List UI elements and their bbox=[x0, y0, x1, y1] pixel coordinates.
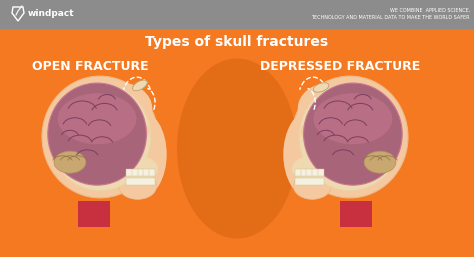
Bar bbox=[126, 178, 155, 185]
Ellipse shape bbox=[283, 111, 336, 198]
Text: Types of skull fractures: Types of skull fractures bbox=[146, 35, 328, 49]
Ellipse shape bbox=[133, 80, 147, 91]
Ellipse shape bbox=[82, 82, 152, 134]
Bar bbox=[340, 201, 372, 227]
Bar bbox=[295, 169, 324, 177]
Ellipse shape bbox=[115, 111, 167, 198]
Bar bbox=[78, 201, 110, 227]
Ellipse shape bbox=[118, 156, 158, 182]
Ellipse shape bbox=[313, 93, 392, 144]
Ellipse shape bbox=[119, 173, 156, 199]
Text: OPEN FRACTURE: OPEN FRACTURE bbox=[32, 60, 148, 72]
Ellipse shape bbox=[120, 120, 149, 143]
Ellipse shape bbox=[54, 151, 86, 173]
Text: DEPRESSED FRACTURE: DEPRESSED FRACTURE bbox=[260, 60, 420, 72]
Ellipse shape bbox=[292, 156, 333, 182]
Ellipse shape bbox=[48, 83, 146, 185]
Ellipse shape bbox=[364, 151, 396, 173]
Text: WE COMBINE  APPLIED SCIENCE,
TECHNOLOGY AND MATERIAL DATA TO MAKE THE WORLD SAFE: WE COMBINE APPLIED SCIENCE, TECHNOLOGY A… bbox=[311, 8, 470, 20]
Ellipse shape bbox=[301, 120, 330, 143]
Ellipse shape bbox=[313, 83, 329, 92]
Ellipse shape bbox=[42, 76, 158, 198]
Text: windpact: windpact bbox=[28, 10, 74, 19]
Ellipse shape bbox=[299, 83, 401, 191]
Ellipse shape bbox=[58, 93, 137, 144]
Ellipse shape bbox=[298, 82, 367, 134]
Ellipse shape bbox=[49, 83, 151, 191]
Ellipse shape bbox=[304, 83, 402, 185]
Ellipse shape bbox=[177, 59, 297, 238]
Bar bbox=[0, 0, 474, 28]
Ellipse shape bbox=[293, 173, 331, 199]
Bar bbox=[126, 169, 155, 177]
Ellipse shape bbox=[292, 76, 408, 198]
Bar bbox=[295, 178, 324, 185]
